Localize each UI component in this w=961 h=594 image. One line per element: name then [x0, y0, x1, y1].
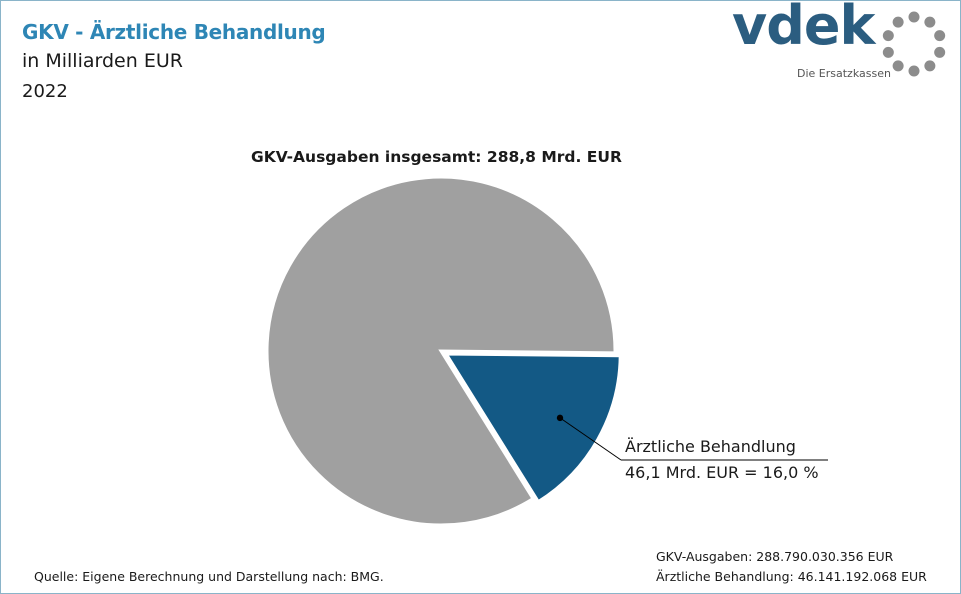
logo-dot	[892, 60, 904, 72]
annotation-dot	[556, 414, 564, 422]
logo-dot	[934, 30, 946, 42]
slice-label-name: Ärztliche Behandlung	[625, 437, 796, 456]
chart-subtitle: in Milliarden EUR	[22, 50, 183, 72]
logo-wordmark: vdek	[732, 0, 875, 57]
chart-title: GKV - Ärztliche Behandlung	[22, 20, 326, 44]
source-note: Quelle: Eigene Berechnung und Darstellun…	[34, 569, 384, 584]
pie-slice-übrige-ausgaben	[265, 175, 617, 527]
annotation-leader-line	[559, 417, 622, 461]
slice-label-value: 46,1 Mrd. EUR = 16,0 %	[625, 463, 819, 482]
logo-dots-icon	[882, 11, 946, 77]
logo-dot	[882, 46, 894, 58]
logo-dot	[924, 16, 936, 28]
logo-dot	[892, 16, 904, 28]
detail-aerztlich: Ärztliche Behandlung: 46.141.192.068 EUR	[656, 569, 927, 584]
logo-tagline: Die Ersatzkassen	[797, 67, 891, 80]
logo-dot	[882, 30, 894, 42]
chart-year: 2022	[22, 81, 68, 102]
logo-dot	[934, 46, 946, 58]
vdek-logo: vdek Die Ersatzkassen	[728, 0, 956, 84]
detail-total: GKV-Ausgaben: 288.790.030.356 EUR	[656, 549, 894, 564]
logo-dot	[908, 65, 920, 77]
pie-slice-ärztliche-behandlung	[443, 352, 622, 504]
logo-dot	[924, 60, 936, 72]
logo-dot	[908, 11, 920, 23]
pie-total-label: GKV-Ausgaben insgesamt: 288,8 Mrd. EUR	[251, 148, 622, 166]
